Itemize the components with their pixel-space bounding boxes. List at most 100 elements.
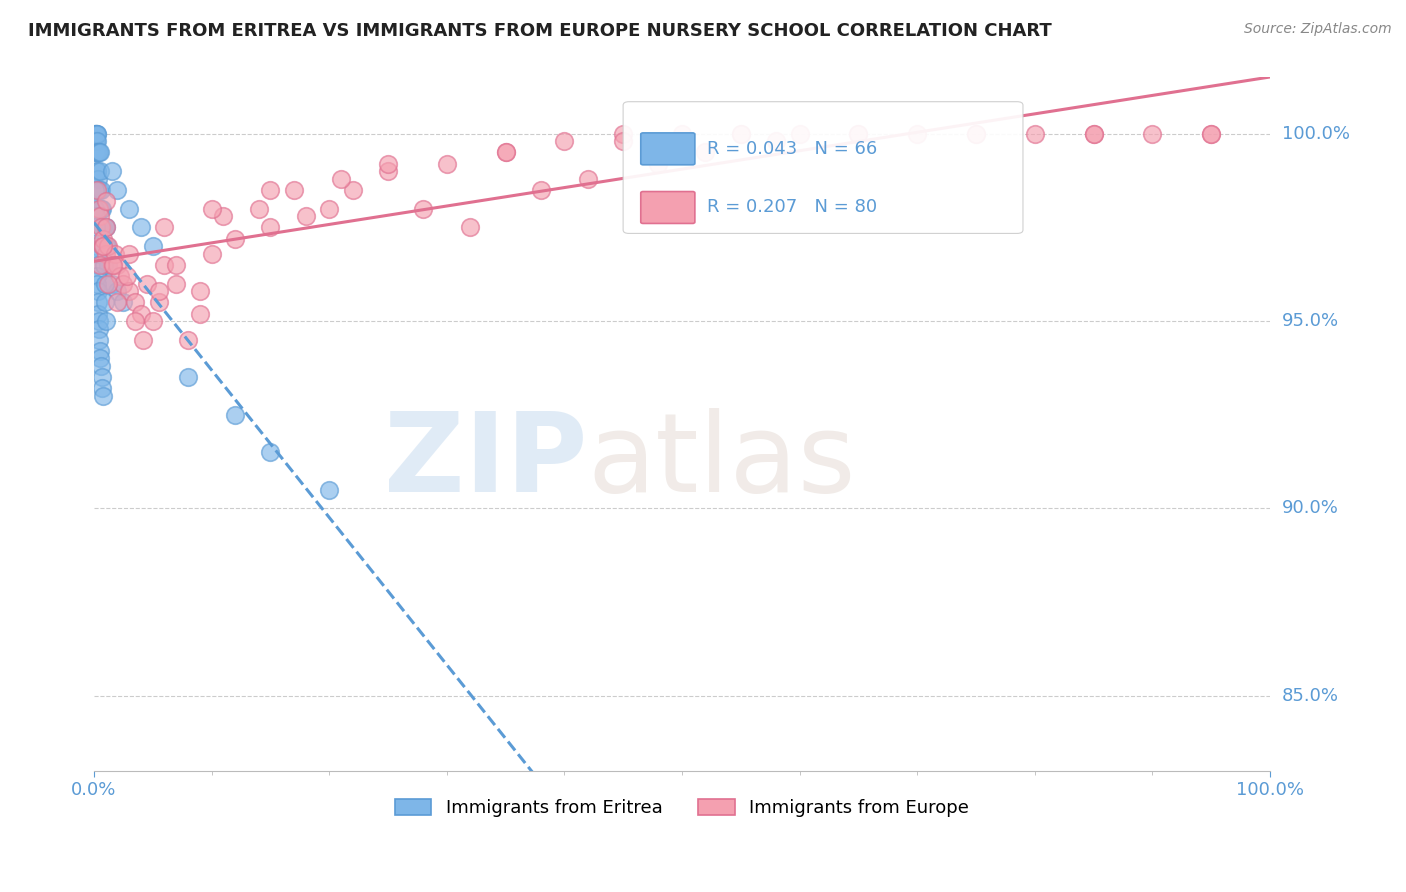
Point xyxy=(129,220,152,235)
Point xyxy=(224,231,246,245)
Point xyxy=(530,183,553,197)
Point xyxy=(94,220,117,235)
Point xyxy=(124,295,146,310)
Point xyxy=(91,239,114,253)
Text: 95.0%: 95.0% xyxy=(1282,312,1339,330)
Point xyxy=(94,220,117,235)
Point xyxy=(142,239,165,253)
Point xyxy=(86,164,108,178)
Point xyxy=(458,220,481,235)
Point xyxy=(87,145,110,160)
Point xyxy=(765,134,787,148)
Point xyxy=(153,220,176,235)
Point xyxy=(318,202,340,216)
FancyBboxPatch shape xyxy=(641,133,695,165)
Point xyxy=(93,277,115,291)
Point xyxy=(200,202,222,216)
Point xyxy=(118,246,141,260)
Point xyxy=(318,483,340,497)
Legend: Immigrants from Eritrea, Immigrants from Europe: Immigrants from Eritrea, Immigrants from… xyxy=(388,791,976,824)
Point xyxy=(84,145,107,160)
Point xyxy=(84,183,107,197)
Point xyxy=(87,321,110,335)
Point xyxy=(100,164,122,178)
Point xyxy=(89,333,111,347)
Point xyxy=(148,284,170,298)
Point xyxy=(612,134,634,148)
Point xyxy=(87,306,110,320)
Point xyxy=(965,127,987,141)
Text: Source: ZipAtlas.com: Source: ZipAtlas.com xyxy=(1244,22,1392,37)
Point xyxy=(612,127,634,141)
Point xyxy=(90,359,112,373)
Point xyxy=(436,156,458,170)
Point xyxy=(129,306,152,320)
Point xyxy=(86,268,108,283)
Text: R = 0.043   N = 66: R = 0.043 N = 66 xyxy=(707,140,877,158)
Text: 85.0%: 85.0% xyxy=(1282,687,1339,705)
Point xyxy=(259,220,281,235)
Point xyxy=(1083,127,1105,141)
Point xyxy=(495,145,517,160)
Point xyxy=(188,306,211,320)
Point xyxy=(165,277,187,291)
Point xyxy=(94,194,117,208)
Point xyxy=(93,258,115,272)
Point xyxy=(90,220,112,235)
Point xyxy=(86,183,108,197)
Point xyxy=(112,277,135,291)
Point xyxy=(91,239,114,253)
Point xyxy=(90,183,112,197)
Point xyxy=(87,295,110,310)
Point xyxy=(87,202,110,216)
Point xyxy=(89,209,111,223)
Point xyxy=(124,314,146,328)
Point xyxy=(107,295,129,310)
Point xyxy=(84,127,107,141)
Point xyxy=(1199,127,1222,141)
Point xyxy=(965,127,987,141)
Point xyxy=(91,382,114,396)
Point xyxy=(342,183,364,197)
Point xyxy=(84,134,107,148)
Point xyxy=(283,183,305,197)
Point xyxy=(86,164,108,178)
Point xyxy=(294,209,316,223)
Point xyxy=(94,295,117,310)
Point xyxy=(84,127,107,141)
Point xyxy=(212,209,235,223)
Point xyxy=(89,145,111,160)
Point xyxy=(87,171,110,186)
Point xyxy=(118,202,141,216)
Point xyxy=(86,277,108,291)
Point xyxy=(412,202,434,216)
Point xyxy=(200,246,222,260)
Point xyxy=(118,284,141,298)
Point xyxy=(89,164,111,178)
Point xyxy=(112,295,135,310)
Point xyxy=(87,145,110,160)
Point xyxy=(789,127,811,141)
Point xyxy=(647,156,669,170)
Point xyxy=(84,239,107,253)
Point xyxy=(224,408,246,422)
Text: IMMIGRANTS FROM ERITREA VS IMMIGRANTS FROM EUROPE NURSERY SCHOOL CORRELATION CHA: IMMIGRANTS FROM ERITREA VS IMMIGRANTS FR… xyxy=(28,22,1052,40)
Point xyxy=(86,134,108,148)
Point xyxy=(148,295,170,310)
Point xyxy=(91,239,114,253)
Point xyxy=(730,127,752,141)
Point xyxy=(153,258,176,272)
Point xyxy=(1083,127,1105,141)
Point xyxy=(90,202,112,216)
Point xyxy=(94,246,117,260)
Point xyxy=(87,183,110,197)
Point xyxy=(91,220,114,235)
Point xyxy=(89,202,111,216)
Text: 100.0%: 100.0% xyxy=(1282,125,1350,143)
Point xyxy=(1024,127,1046,141)
Point xyxy=(93,220,115,235)
Point xyxy=(89,351,111,366)
Point xyxy=(135,277,157,291)
Point xyxy=(107,183,129,197)
Point xyxy=(101,258,124,272)
